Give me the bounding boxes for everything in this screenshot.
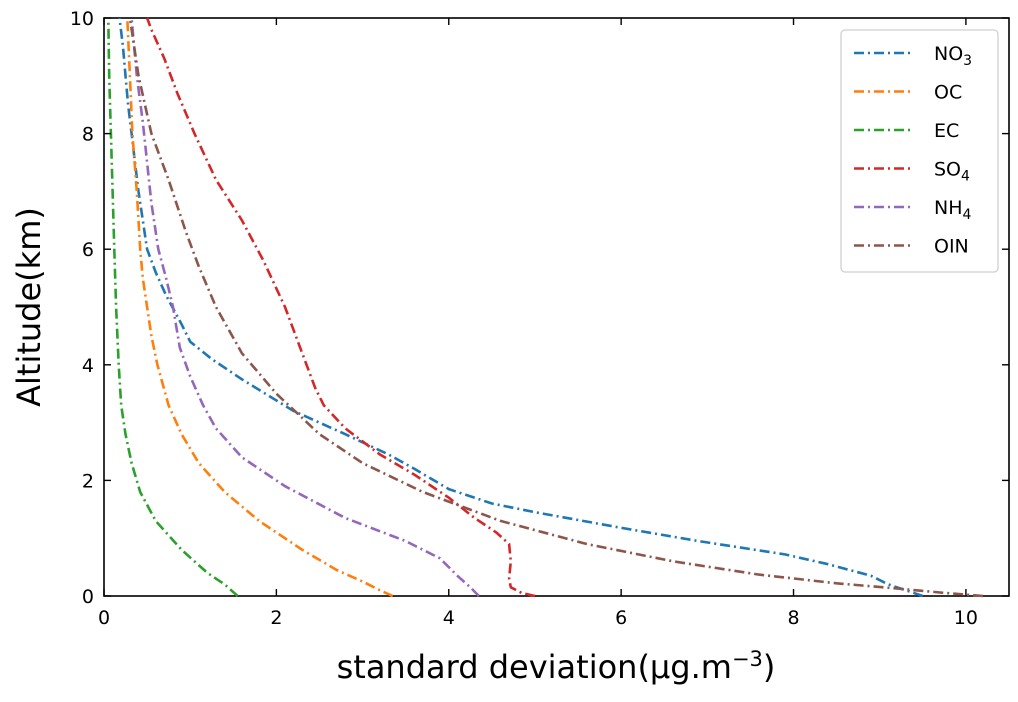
- series-line-no3: [118, 17, 924, 598]
- y-tick-label: 2: [82, 470, 94, 492]
- y-tick-label: 10: [70, 8, 94, 30]
- y-tick-label: 4: [82, 355, 94, 377]
- tick-layer: 0 2 4 6 8 10 0 2 4 6 8 10: [70, 8, 1009, 629]
- y-tick-label: 6: [82, 239, 94, 261]
- series-line-so4: [145, 17, 536, 598]
- y-tick-label: 0: [82, 586, 94, 608]
- x-tick-label: 10: [954, 607, 978, 629]
- legend-label-oin: OIN: [934, 236, 969, 258]
- legend-label-name: SO: [934, 159, 961, 181]
- legend-label-no3: NO3: [934, 43, 972, 69]
- legend-label-nh4: NH4: [934, 197, 972, 223]
- x-axis-label-suffix: ): [763, 648, 775, 686]
- legend-label-so4: SO4: [934, 159, 970, 185]
- series-line-nh4: [130, 17, 480, 597]
- x-axis-label-superscript: −3: [732, 647, 763, 671]
- y-axis-label: Altitude(km): [10, 207, 48, 407]
- legend-label-subscript: 4: [963, 207, 972, 223]
- legend-label-name: NH: [934, 197, 963, 219]
- x-tick-label: 6: [615, 607, 627, 629]
- legend-label-name: OIN: [934, 236, 969, 258]
- x-tick-label: 2: [270, 607, 282, 629]
- series-line-ec: [107, 17, 239, 597]
- series-layer: [107, 17, 984, 598]
- legend-label-oc: OC: [934, 82, 962, 104]
- x-tick-label: 0: [98, 607, 110, 629]
- legend-frame: [840, 29, 999, 273]
- legend-label-subscript: 3: [963, 53, 972, 69]
- x-tick-label: 4: [443, 607, 455, 629]
- x-tick-label: 8: [787, 607, 799, 629]
- legend-label-name: NO: [934, 43, 963, 65]
- x-axis-label-main: standard deviation(μg.m: [337, 648, 732, 686]
- series-line-oc: [126, 17, 394, 598]
- legend-label-name: EC: [934, 120, 959, 142]
- legend-label-name: OC: [934, 82, 962, 104]
- legend-label-ec: EC: [934, 120, 959, 142]
- x-axis-label: standard deviation(μg.m−3): [337, 647, 776, 686]
- plot-frame: [103, 17, 1010, 597]
- series-line-oin: [128, 17, 984, 598]
- y-tick-label: 8: [82, 124, 94, 146]
- legend-label-subscript: 4: [961, 169, 970, 185]
